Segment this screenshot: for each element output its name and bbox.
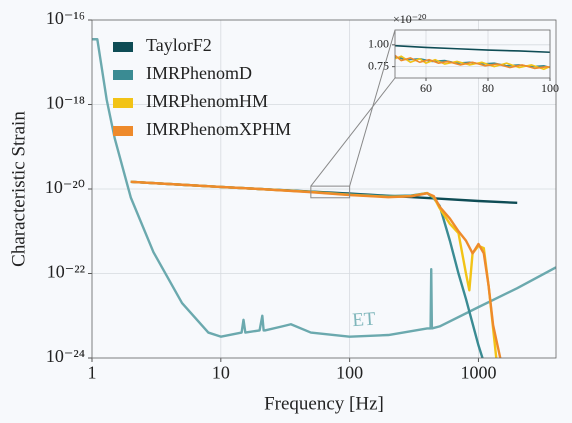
- line-series: [130, 180, 502, 358]
- line-series: [395, 44, 550, 54]
- series-group: [395, 44, 550, 71]
- x-tick-label: 1000: [460, 363, 496, 383]
- y-tick-label: 10⁻²²: [47, 262, 85, 282]
- curve-annotation: ET: [352, 309, 377, 332]
- legend-label: IMRPhenomXPHM: [146, 119, 291, 139]
- y-tick-label: 10⁻¹⁸: [46, 93, 85, 113]
- axes-frame: [91, 19, 557, 359]
- zoom-box: [310, 185, 351, 199]
- legend-swatch: [113, 42, 133, 52]
- legend-swatch: [113, 70, 133, 80]
- y-axis-label: Characteristic Strain: [8, 111, 29, 267]
- x-tick-label: 1: [88, 363, 97, 383]
- line-series: [395, 54, 550, 70]
- x-tick-label: 80: [482, 81, 494, 95]
- zoom-connector: [310, 77, 396, 187]
- x-tick-label: 100: [336, 363, 363, 383]
- y-tick-label: 1.00: [368, 37, 389, 51]
- legend-label: IMRPhenomD: [146, 63, 252, 83]
- y-tick-label: 10⁻²⁰: [45, 177, 85, 197]
- legend-swatch: [113, 126, 133, 136]
- plot-area: [395, 30, 550, 78]
- line-series: [92, 38, 556, 338]
- y-tick-label: 10⁻¹⁶: [46, 8, 85, 28]
- y-scale-label: ×10⁻²⁰: [393, 12, 427, 26]
- zoom-connector: [349, 29, 396, 187]
- x-tick-label: 10: [212, 363, 230, 383]
- axes-frame: [394, 29, 551, 79]
- x-tick-label: 60: [420, 81, 432, 95]
- legend-swatch: [113, 98, 133, 108]
- y-tick-label: 10⁻²⁴: [46, 346, 85, 366]
- legend-label: TaylorF2: [146, 35, 212, 55]
- x-axis-label: Frequency [Hz]: [264, 393, 384, 414]
- legend-label: IMRPhenomHM: [146, 91, 268, 111]
- x-tick-label: 100: [541, 81, 559, 95]
- series-group: [92, 38, 556, 358]
